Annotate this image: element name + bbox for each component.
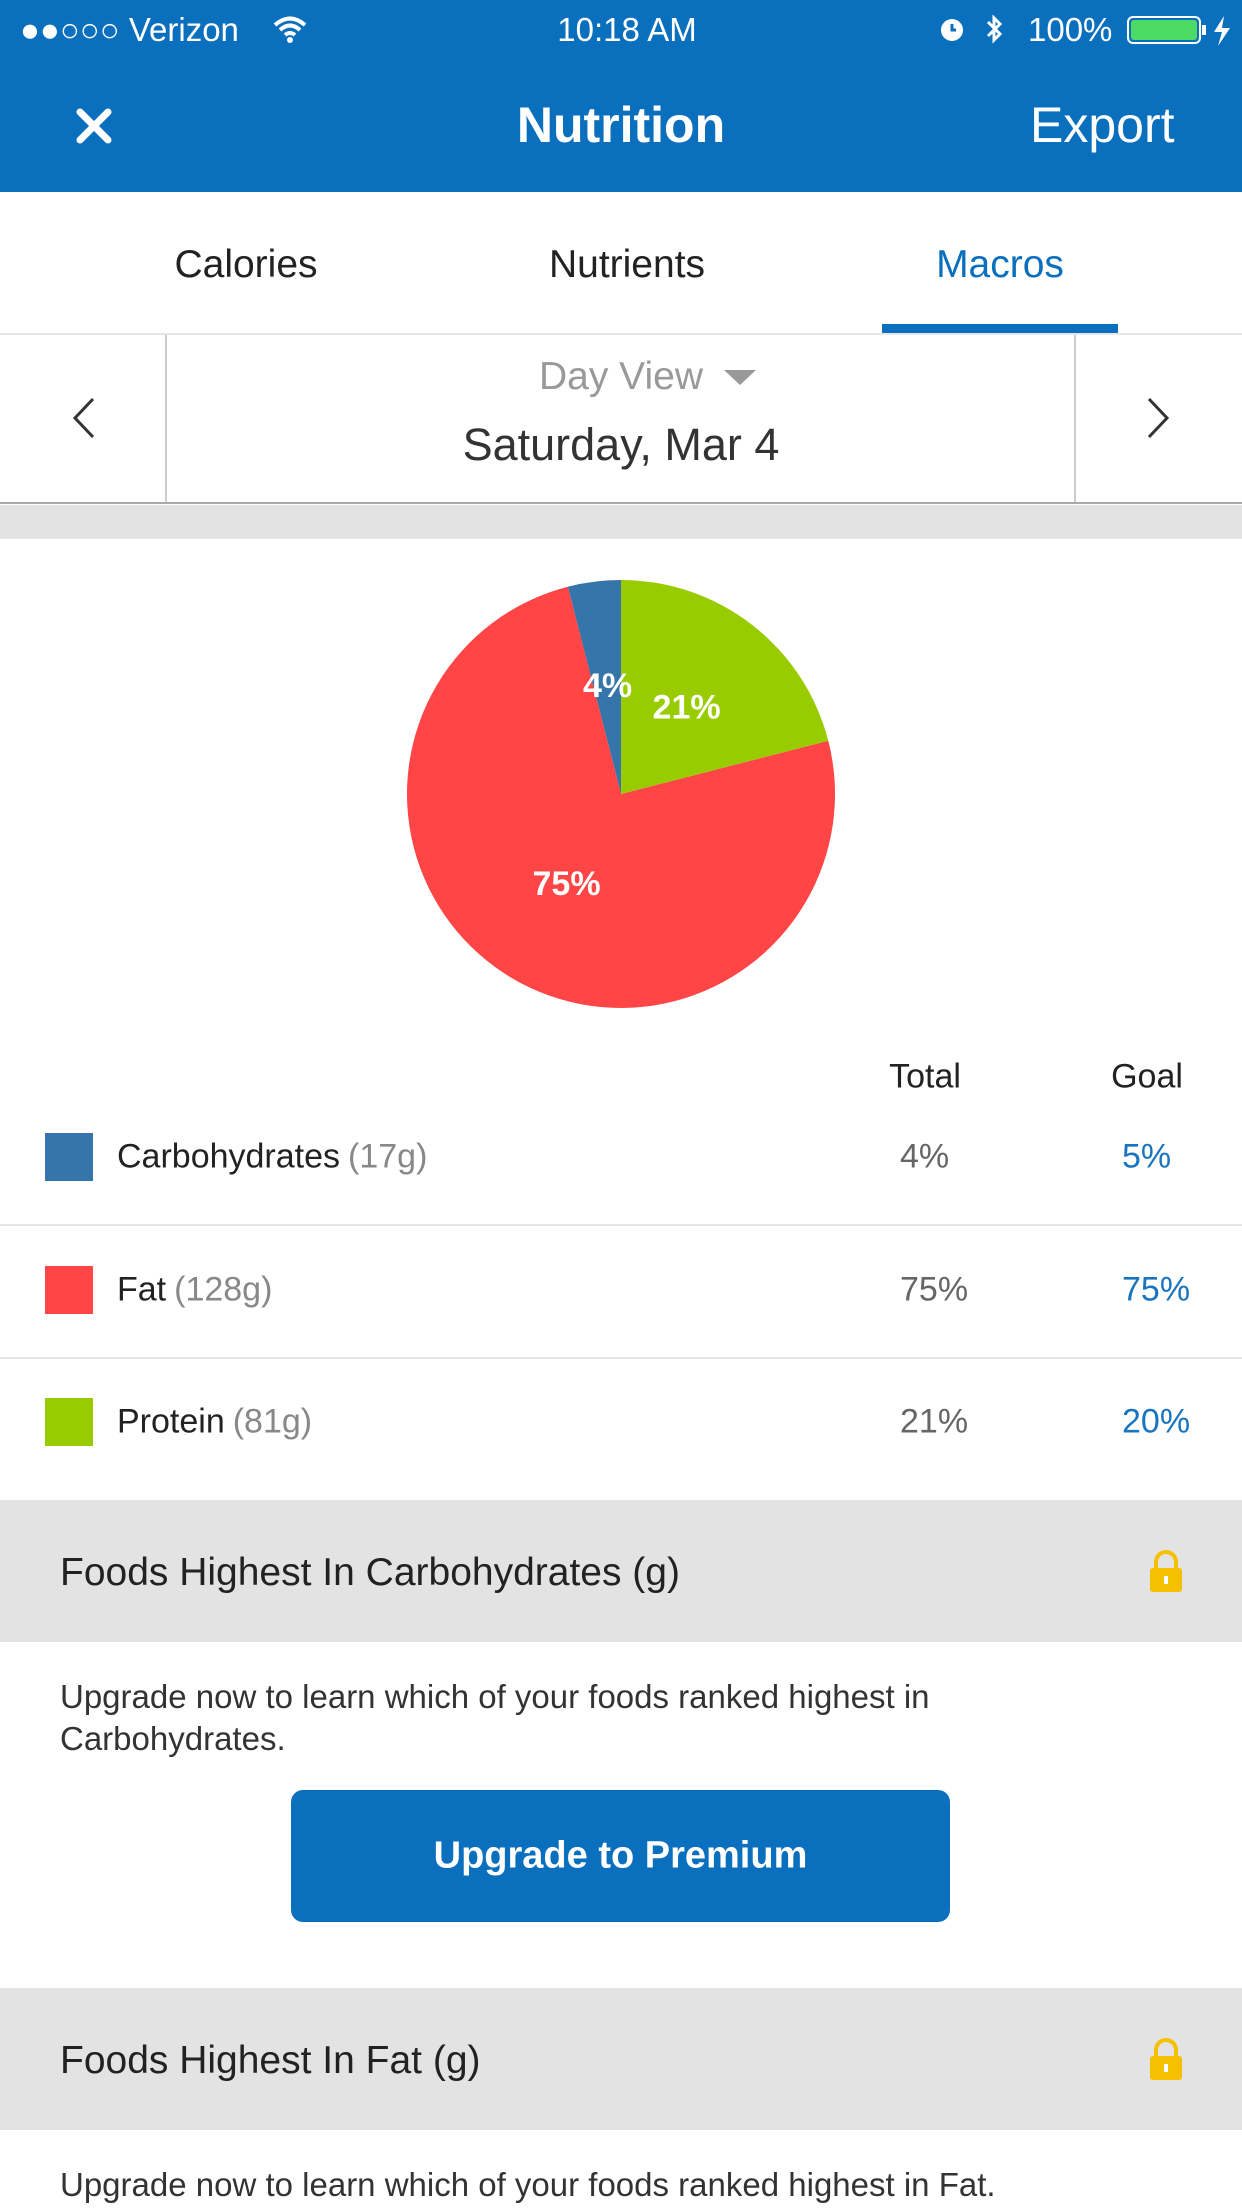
section-text: Upgrade now to learn which of your foods… xyxy=(60,2166,996,2203)
macro-amount: (17g) xyxy=(348,1137,428,1176)
tab-indicator xyxy=(882,324,1118,335)
pie-chart: 4% 75% 21% xyxy=(407,580,835,1008)
slice-label: 75% xyxy=(533,865,601,903)
upgrade-button[interactable]: Upgrade to Premium xyxy=(291,1790,950,1922)
pie-slice xyxy=(567,580,621,794)
slice-label: 21% xyxy=(653,688,721,726)
date-bar xyxy=(0,335,1242,504)
divider xyxy=(0,1224,1242,1226)
color-swatch xyxy=(45,1133,93,1181)
spacer xyxy=(0,505,1242,539)
macro-amount: (128g) xyxy=(174,1270,273,1308)
macro-label: Protein xyxy=(117,1402,225,1441)
total-value: 75% xyxy=(900,1270,969,1308)
total-value: 4% xyxy=(900,1137,950,1176)
battery-text: 100% xyxy=(1028,11,1113,48)
button-label: Upgrade to Premium xyxy=(433,1834,808,1877)
export-button[interactable]: Export xyxy=(1030,97,1175,153)
column-header: Goal xyxy=(1111,1057,1183,1096)
tab[interactable]: Nutrients xyxy=(548,243,706,286)
carrier: ●●○○○ Verizon xyxy=(20,11,239,48)
pie-slice xyxy=(407,586,835,1008)
status-icons xyxy=(941,14,1003,44)
close-button[interactable] xyxy=(74,106,114,146)
wifi-icon xyxy=(273,16,307,43)
total-value: 21% xyxy=(900,1402,969,1441)
goal-value: 5% xyxy=(1122,1137,1172,1176)
divider xyxy=(0,1356,1242,1359)
divider xyxy=(0,333,1242,335)
color-swatch xyxy=(45,1265,93,1314)
macro-label: Fat xyxy=(117,1270,167,1308)
macro-amount: (81g) xyxy=(232,1402,313,1441)
nav-title: Nutrition xyxy=(516,97,726,153)
macro-name: Protein (81g) xyxy=(117,1403,312,1442)
pie-slice xyxy=(621,580,829,794)
slice-label: 4% xyxy=(583,667,632,705)
macro-name: Fat (128g) xyxy=(117,1270,272,1309)
view-selector[interactable]: Day View xyxy=(538,355,704,398)
tab[interactable]: Macros xyxy=(936,243,1064,286)
section-header xyxy=(0,1500,1242,1642)
color-swatch xyxy=(45,1398,93,1446)
macro-label: Carbohydrates xyxy=(117,1137,341,1176)
section-title: Foods Highest In Carbohydrates (g) xyxy=(60,1551,680,1594)
goal-value: 75% xyxy=(1122,1270,1191,1308)
column-header: Total xyxy=(889,1057,961,1096)
clock: 10:18 AM xyxy=(557,11,697,48)
section-text: Upgrade now to learn which of your foods… xyxy=(60,1678,930,1757)
section-title: Foods Highest In Fat (g) xyxy=(60,2039,481,2082)
lock-icon xyxy=(1150,2038,1182,2080)
header xyxy=(0,0,1242,192)
battery-icon xyxy=(1127,16,1230,46)
goal-value: 20% xyxy=(1122,1402,1191,1441)
lock-icon xyxy=(1150,1550,1182,1592)
tab[interactable]: Calories xyxy=(174,243,318,286)
section-header xyxy=(0,1988,1242,2130)
macro-name: Carbohydrates (17g) xyxy=(117,1138,427,1177)
date-label: Saturday, Mar 4 xyxy=(462,419,780,470)
